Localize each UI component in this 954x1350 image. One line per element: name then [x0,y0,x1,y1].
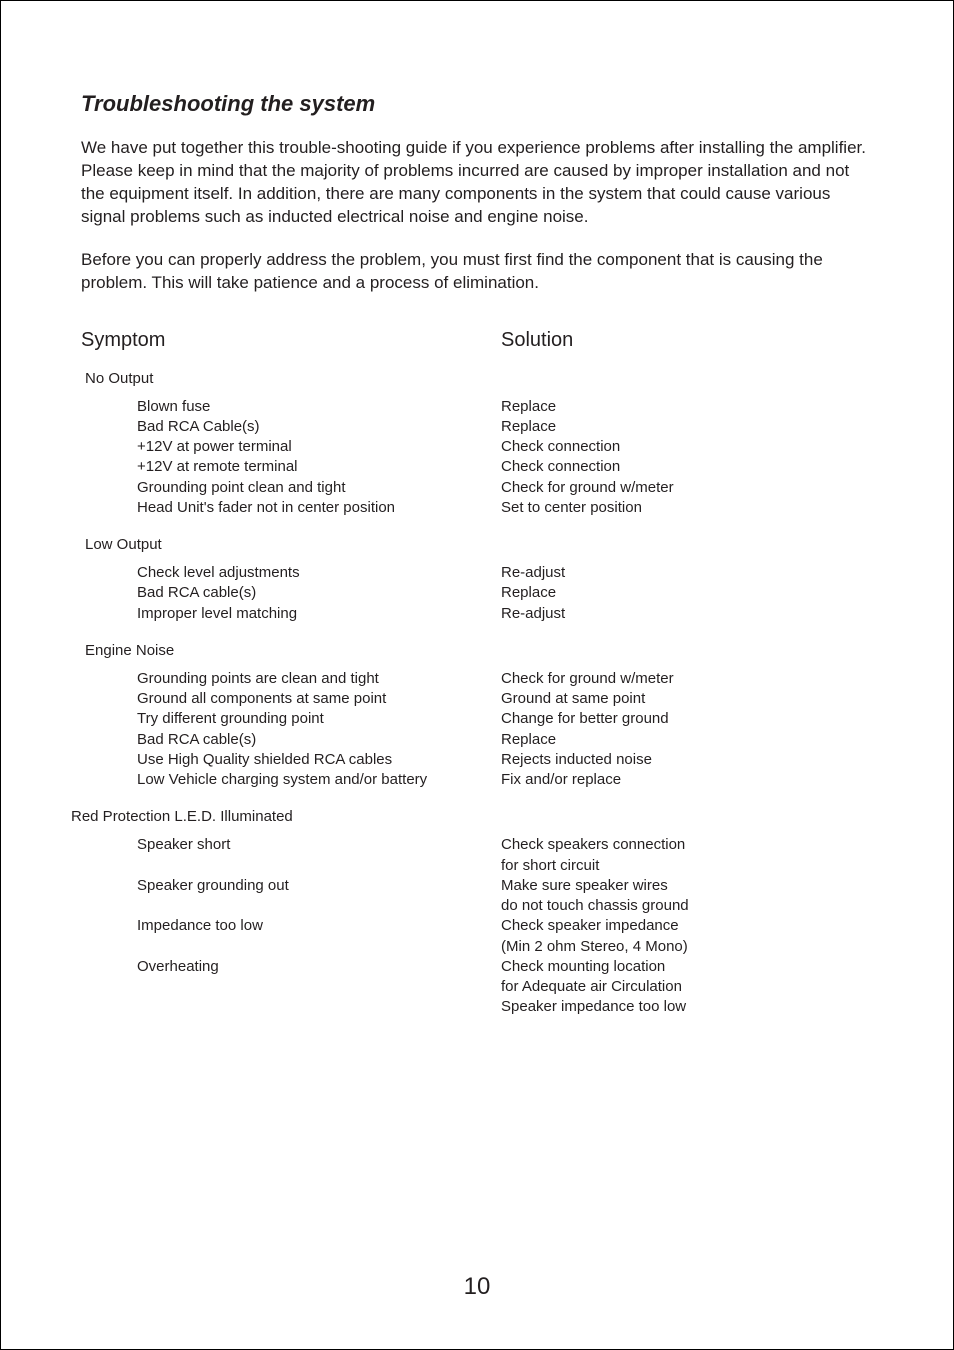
solution-text: for Adequate air Circulation [501,977,873,997]
symptom-text [137,977,501,997]
troubleshoot-row: +12V at remote terminalCheck connection [81,457,873,477]
header-solution: Solution [501,329,573,352]
symptom-text: +12V at power terminal [137,437,501,457]
solution-text: Replace [501,730,873,750]
solution-text: Check connection [501,457,873,477]
troubleshoot-row: Use High Quality shielded RCA cablesReje… [81,750,873,770]
page-number: 10 [1,1273,953,1301]
troubleshoot-row: Speaker grounding outMake sure speaker w… [81,876,873,896]
solution-text: do not touch chassis ground [501,896,873,916]
solution-text: Fix and/or replace [501,770,873,790]
symptom-text: Head Unit's fader not in center position [137,498,501,518]
solution-text: Check speakers connection [501,835,873,855]
solution-text: Check connection [501,437,873,457]
section-red-protection: Red Protection L.E.D. Illuminated Speake… [81,808,873,1017]
troubleshoot-row: Impedance too lowCheck speaker impedance [81,916,873,936]
intro-paragraph-1: We have put together this trouble-shooti… [81,137,873,229]
symptom-text: Try different grounding point [137,709,501,729]
page-title: Troubleshooting the system [81,91,873,117]
troubleshoot-row: Improper level matchingRe-adjust [81,604,873,624]
solution-text: Replace [501,583,873,603]
section-label: Red Protection L.E.D. Illuminated [71,808,873,825]
troubleshoot-row: do not touch chassis ground [81,896,873,916]
troubleshoot-row: Bad RCA Cable(s)Replace [81,417,873,437]
solution-text: Check speaker impedance [501,916,873,936]
troubleshoot-row: OverheatingCheck mounting location [81,957,873,977]
troubleshoot-row: Speaker impedance too low [81,997,873,1017]
section-no-output: No Output Blown fuseReplace Bad RCA Cabl… [81,370,873,519]
solution-text: Make sure speaker wires [501,876,873,896]
solution-text: Replace [501,397,873,417]
solution-text: Ground at same point [501,689,873,709]
symptom-text [137,937,501,957]
symptom-text: Improper level matching [137,604,501,624]
troubleshoot-row: Try different grounding pointChange for … [81,709,873,729]
solution-text: Check for ground w/meter [501,669,873,689]
symptom-text [137,856,501,876]
troubleshoot-row: Grounding point clean and tightCheck for… [81,478,873,498]
troubleshoot-row: (Min 2 ohm Stereo, 4 Mono) [81,937,873,957]
symptom-text: Bad RCA cable(s) [137,730,501,750]
troubleshoot-row: Bad RCA cable(s)Replace [81,730,873,750]
symptom-text: Check level adjustments [137,563,501,583]
symptom-text: Impedance too low [137,916,501,936]
section-label: Engine Noise [85,642,873,659]
symptom-text: Grounding points are clean and tight [137,669,501,689]
symptom-text: Bad RCA cable(s) [137,583,501,603]
troubleshoot-row: for short circuit [81,856,873,876]
troubleshoot-row: Grounding points are clean and tightChec… [81,669,873,689]
column-headers: Symptom Solution [81,329,873,352]
troubleshoot-row: Ground all components at same pointGroun… [81,689,873,709]
troubleshoot-row: Speaker shortCheck speakers connection [81,835,873,855]
solution-text: Check for ground w/meter [501,478,873,498]
troubleshoot-row: Blown fuseReplace [81,397,873,417]
solution-text: Rejects inducted noise [501,750,873,770]
solution-text: (Min 2 ohm Stereo, 4 Mono) [501,937,873,957]
troubleshoot-row: +12V at power terminalCheck connection [81,437,873,457]
symptom-text: +12V at remote terminal [137,457,501,477]
solution-text: Re-adjust [501,604,873,624]
page: Troubleshooting the system We have put t… [0,0,954,1350]
symptom-text: Grounding point clean and tight [137,478,501,498]
troubleshoot-row: Head Unit's fader not in center position… [81,498,873,518]
symptom-text: Bad RCA Cable(s) [137,417,501,437]
symptom-text: Low Vehicle charging system and/or batte… [137,770,501,790]
symptom-text: Overheating [137,957,501,977]
troubleshoot-row: Check level adjustmentsRe-adjust [81,563,873,583]
symptom-text: Speaker short [137,835,501,855]
section-label: Low Output [85,536,873,553]
intro-paragraph-2: Before you can properly address the prob… [81,249,873,295]
symptom-text: Use High Quality shielded RCA cables [137,750,501,770]
symptom-text [137,997,501,1017]
solution-text: Change for better ground [501,709,873,729]
section-engine-noise: Engine Noise Grounding points are clean … [81,642,873,791]
solution-text: Re-adjust [501,563,873,583]
header-symptom: Symptom [81,329,501,352]
troubleshoot-row: Bad RCA cable(s)Replace [81,583,873,603]
symptom-text [137,896,501,916]
symptom-text: Blown fuse [137,397,501,417]
troubleshoot-row: for Adequate air Circulation [81,977,873,997]
solution-text: Speaker impedance too low [501,997,873,1017]
troubleshoot-row: Low Vehicle charging system and/or batte… [81,770,873,790]
solution-text: Set to center position [501,498,873,518]
symptom-text: Ground all components at same point [137,689,501,709]
solution-text: for short circuit [501,856,873,876]
solution-text: Check mounting location [501,957,873,977]
symptom-text: Speaker grounding out [137,876,501,896]
solution-text: Replace [501,417,873,437]
section-label: No Output [85,370,873,387]
section-low-output: Low Output Check level adjustmentsRe-adj… [81,536,873,624]
